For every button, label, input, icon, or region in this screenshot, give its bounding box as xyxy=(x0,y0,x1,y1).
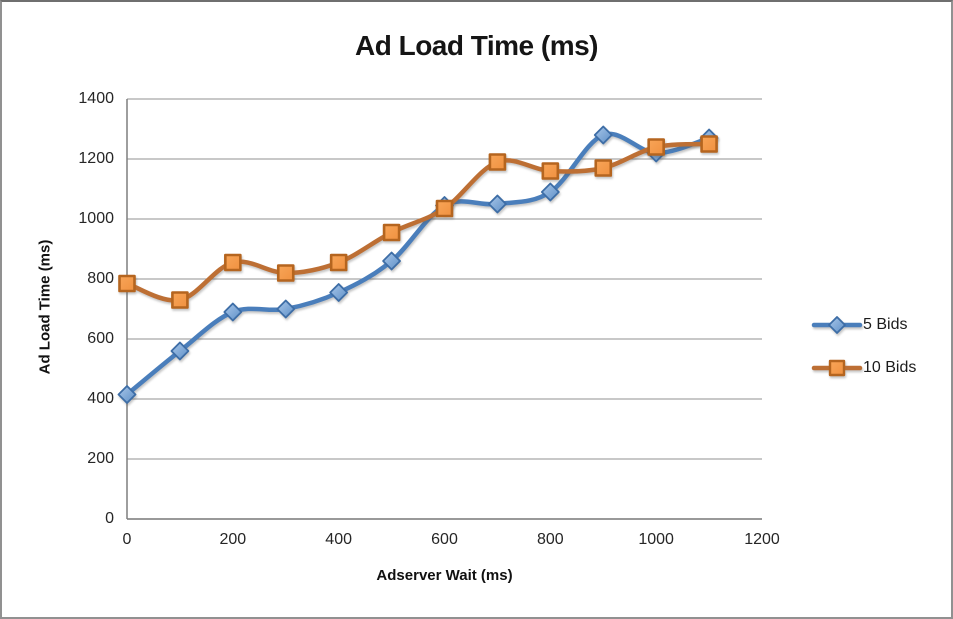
legend-line-diamond-icon xyxy=(811,316,863,334)
square-marker-icon xyxy=(224,253,242,272)
x-tick-label: 600 xyxy=(431,531,458,548)
square-marker-icon xyxy=(647,138,665,156)
x-tick-label: 0 xyxy=(122,531,132,548)
series-10-bids xyxy=(118,135,718,309)
legend-line-square-icon xyxy=(811,359,863,377)
square-marker-icon xyxy=(276,264,295,282)
diamond-marker-icon xyxy=(540,182,560,202)
series-5-bids xyxy=(117,125,719,404)
square-marker-icon xyxy=(594,159,613,177)
y-tick-label: 1000 xyxy=(78,210,114,227)
legend: 5 Bids 10 Bids xyxy=(811,313,917,399)
y-tick-label: 200 xyxy=(87,450,114,467)
y-tick-label: 400 xyxy=(87,390,114,407)
square-marker-icon xyxy=(382,223,401,242)
square-marker-icon xyxy=(700,135,718,153)
x-tick-label: 1000 xyxy=(638,531,674,548)
y-tick-label: 1200 xyxy=(78,150,114,167)
square-marker-icon xyxy=(171,291,189,309)
legend-item-5-bids: 5 Bids xyxy=(811,313,916,337)
diamond-marker-icon xyxy=(382,251,401,271)
series-line xyxy=(124,131,712,397)
x-tick-label: 1200 xyxy=(744,531,780,548)
x-tick-label: 400 xyxy=(325,531,352,548)
y-tick-label: 800 xyxy=(87,270,114,287)
square-marker-icon xyxy=(118,274,136,293)
diamond-marker-icon xyxy=(276,299,296,319)
y-tick-label: 0 xyxy=(105,510,114,527)
x-tick-label: 800 xyxy=(536,531,564,548)
y-axis-title: Ad Load Time (ms) xyxy=(36,239,54,375)
square-marker-icon xyxy=(488,153,507,171)
y-tick-label: 600 xyxy=(87,330,114,347)
diamond-marker-icon xyxy=(329,283,349,302)
legend-item-10-bids: 10 Bids xyxy=(811,356,917,380)
y-tick-label: 1400 xyxy=(78,90,114,107)
square-marker-icon xyxy=(329,253,348,272)
legend-label: 10 Bids xyxy=(863,359,917,376)
chart-title: Ad Load Time (ms) xyxy=(354,30,599,61)
x-axis-title: Adserver Wait (ms) xyxy=(376,567,513,584)
square-marker-icon xyxy=(541,162,560,180)
plot-area xyxy=(117,98,762,520)
diamond-marker-icon xyxy=(593,125,613,145)
diamond-marker-icon xyxy=(117,385,137,404)
square-marker-icon xyxy=(435,199,454,218)
x-tick-label: 200 xyxy=(219,531,247,548)
diamond-marker-icon xyxy=(170,341,190,361)
diamond-marker-icon xyxy=(488,194,507,214)
legend-label: 5 Bids xyxy=(863,316,908,333)
diamond-marker-icon xyxy=(223,302,243,322)
series-line xyxy=(124,141,712,303)
